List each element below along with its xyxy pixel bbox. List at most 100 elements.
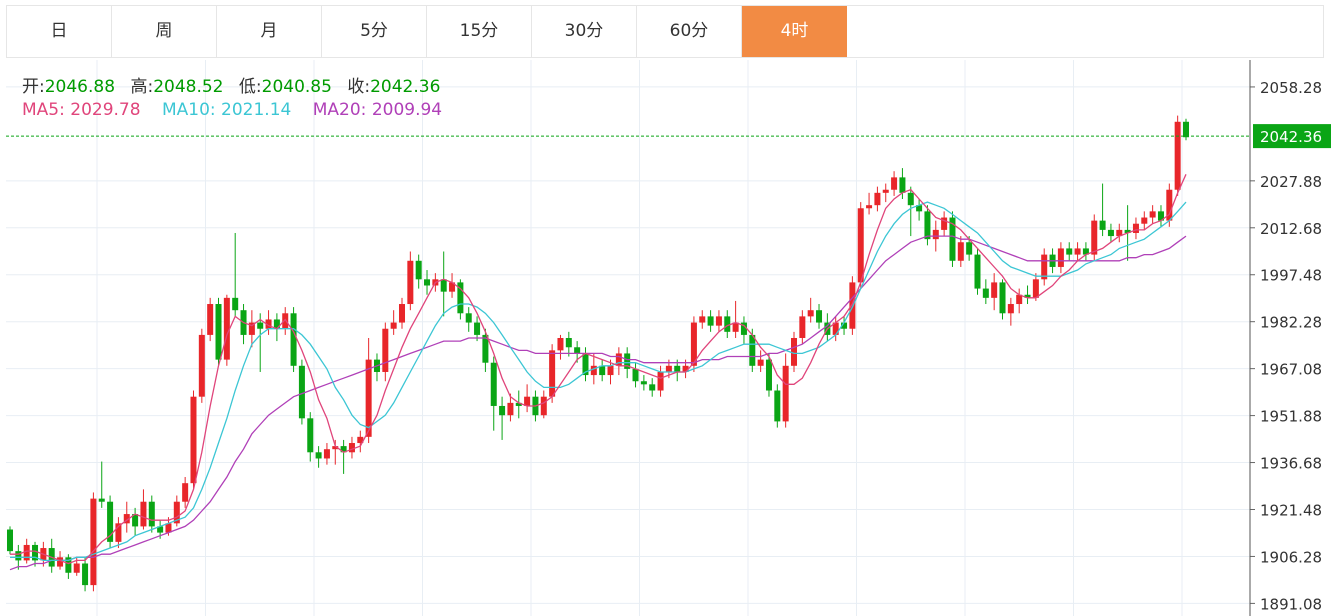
candle-body <box>991 282 998 298</box>
candle-body <box>1016 294 1023 305</box>
low-label: 低: <box>238 77 262 97</box>
tab-month[interactable]: 月 <box>217 6 322 57</box>
candle-body <box>1074 248 1081 255</box>
candle-body <box>657 371 664 391</box>
ma10-line <box>10 201 1187 562</box>
candle-body <box>298 365 305 419</box>
candle-body <box>1091 220 1098 255</box>
candle-body <box>23 544 30 561</box>
open-label: 开: <box>22 77 45 97</box>
candle-body <box>582 353 589 376</box>
candle-body <box>1174 121 1181 190</box>
candle-body <box>757 359 764 366</box>
candle-body <box>1082 248 1089 255</box>
candle-body <box>816 310 823 323</box>
candle-body <box>165 523 172 533</box>
tab-15min[interactable]: 15分 <box>427 6 532 57</box>
tab-4hour[interactable]: 4时 <box>742 6 847 57</box>
ma-info-line: MA5: 2029.78 MA10: 2021.14 MA20: 2009.94 <box>22 100 458 120</box>
candle-body <box>916 205 923 212</box>
candle-body <box>273 319 280 329</box>
candle-body <box>832 322 839 335</box>
candle-body <box>515 402 522 406</box>
candle-body <box>640 381 647 385</box>
tab-5min[interactable]: 5分 <box>322 6 427 57</box>
candle-body <box>1166 189 1173 221</box>
ma20-readout: MA20: 2009.94 <box>313 100 442 120</box>
candle-body <box>1024 294 1031 298</box>
candle-body <box>899 177 906 193</box>
candle-body <box>307 418 314 453</box>
tab-week[interactable]: 周 <box>112 6 217 57</box>
candle-body <box>474 322 481 335</box>
candle-body <box>173 501 180 524</box>
candle-body <box>557 338 564 351</box>
candle-body <box>248 322 255 335</box>
candle-body <box>499 405 506 416</box>
candle-body <box>907 192 914 206</box>
candle-body <box>1066 248 1073 255</box>
candle-body <box>774 390 781 422</box>
last-price-tag <box>1253 124 1331 149</box>
candle-body <box>232 297 239 311</box>
candle-body <box>190 396 197 484</box>
candle-body <box>707 316 714 326</box>
candle-body <box>924 211 931 240</box>
candle-body <box>382 328 389 372</box>
candle-body <box>932 229 939 240</box>
candle-body <box>1116 229 1123 237</box>
candle-body <box>507 402 514 416</box>
y-axis-tick-label: 1967.08 <box>1260 361 1322 379</box>
candle-body <box>866 205 873 209</box>
candle-body <box>624 353 631 369</box>
candle-body <box>490 362 497 406</box>
candle-body <box>482 334 489 363</box>
y-axis-tick-label: 1982.28 <box>1260 314 1322 332</box>
candle-body <box>123 514 130 524</box>
candle-body <box>590 365 597 376</box>
ohlc-info-line: 开:2046.88 高:2048.52 低:2040.85 收:2042.36 <box>22 72 450 97</box>
candle-body <box>424 279 431 286</box>
tab-60min[interactable]: 60分 <box>637 6 742 57</box>
ma5-label: MA5: <box>22 100 65 120</box>
candle-body <box>140 501 147 527</box>
ma5-readout: MA5: 2029.78 <box>22 100 141 120</box>
candle-body <box>982 288 989 298</box>
candle-body <box>215 304 222 360</box>
last-price-label: 2042.36 <box>1260 128 1322 146</box>
candle-body <box>699 316 706 323</box>
candle-body <box>107 501 114 542</box>
candle-body <box>265 319 272 329</box>
open-value: 2046.88 <box>44 77 116 97</box>
candle-body <box>549 350 556 397</box>
candle-body <box>6 529 14 552</box>
candle-body <box>724 316 731 332</box>
candle-body <box>957 242 964 261</box>
ma20-label: MA20: <box>312 100 367 120</box>
candle-body <box>649 384 656 391</box>
candle-body <box>974 254 981 289</box>
candle-body <box>115 523 122 542</box>
high-value: 2048.52 <box>153 77 224 97</box>
candle-body <box>1107 229 1114 237</box>
candle-body <box>1132 223 1139 233</box>
candle-body <box>565 338 572 348</box>
ma20-value: 2009.94 <box>371 100 443 120</box>
candle-body <box>315 452 322 459</box>
candle-body <box>207 304 214 335</box>
candle-body <box>949 217 956 261</box>
candle-body <box>782 365 789 422</box>
candle-body <box>398 304 406 323</box>
tab-day[interactable]: 日 <box>7 6 112 57</box>
candle-body <box>941 217 948 230</box>
candle-body <box>807 310 814 317</box>
candle-body <box>332 446 339 450</box>
candle-body <box>524 396 531 406</box>
y-axis-tick-label: 2027.88 <box>1260 173 1322 191</box>
y-axis-tick-label: 1891.08 <box>1260 595 1322 613</box>
candle-body <box>682 365 689 372</box>
candle-body <box>390 322 397 329</box>
candle-body <box>665 365 672 372</box>
tab-30min[interactable]: 30分 <box>532 6 637 57</box>
